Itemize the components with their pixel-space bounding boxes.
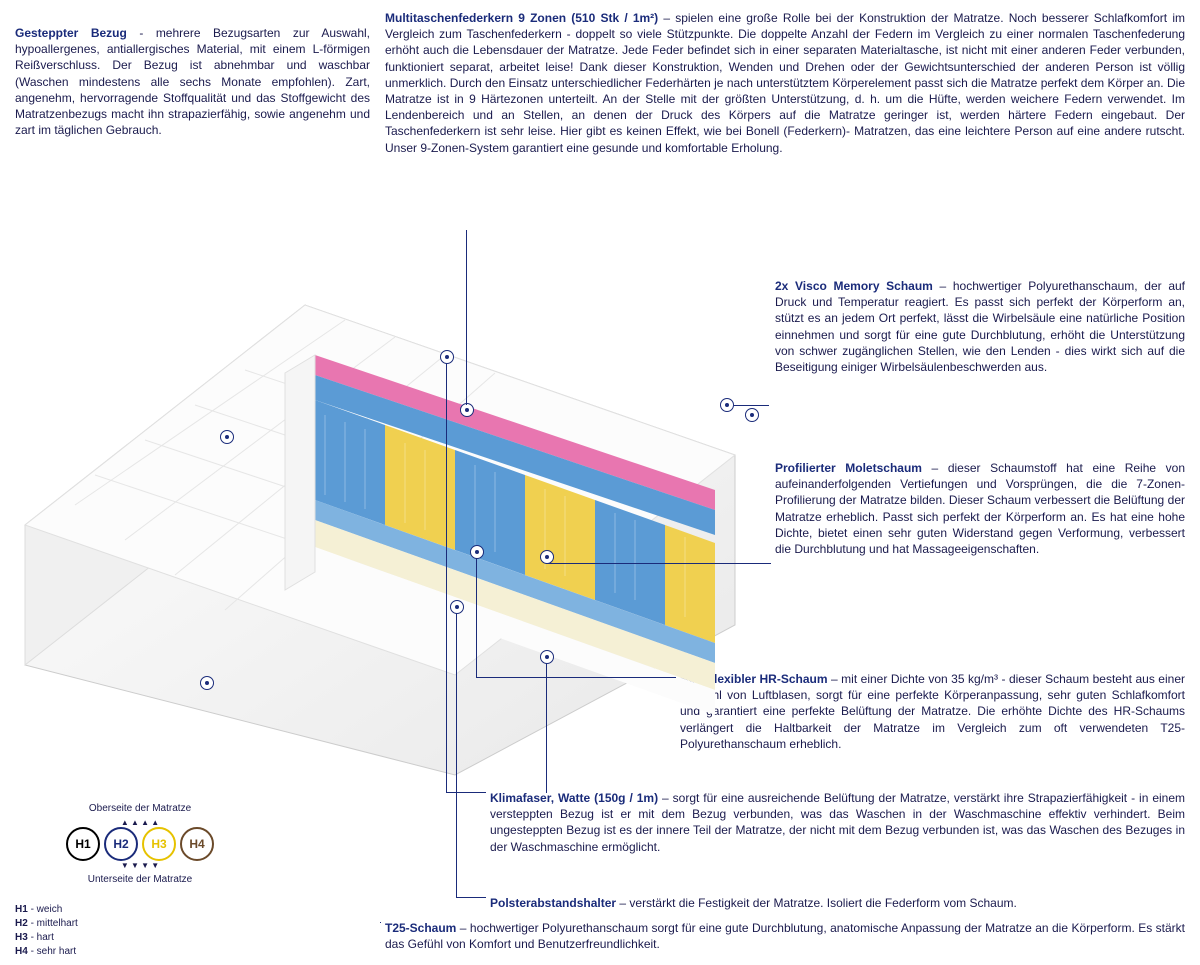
section-bezug: Gesteppter Bezug - mehrere Bezugsarten z… <box>15 25 370 138</box>
leader-federkern <box>466 230 467 405</box>
visco-title: 2x Visco Memory Schaum <box>775 279 933 293</box>
leader-hr-v <box>476 558 477 678</box>
bezug-title: Gesteppter Bezug <box>15 26 127 40</box>
leader-molet-h <box>546 563 771 564</box>
marker-klima <box>440 350 454 364</box>
legend-row: H4 - sehr hart <box>15 945 265 959</box>
section-klima: Klimafaser, Watte (150g / 1m) – sorgt fü… <box>490 790 1185 855</box>
t25-title: T25-Schaum <box>385 921 456 935</box>
legend-row: H3 - hart <box>15 931 265 945</box>
marker-t25 <box>540 650 554 664</box>
section-federkern: Multitaschenfederkern 9 Zonen (510 Stk /… <box>385 10 1185 156</box>
federkern-title: Multitaschenfederkern 9 Zonen (510 Stk /… <box>385 11 658 25</box>
hardness-circle-h2: H2 <box>104 827 138 861</box>
leader-polster-v <box>456 613 457 898</box>
marker-visco-1 <box>720 398 734 412</box>
leader-klima-h <box>446 792 486 793</box>
section-polster: Polsterabstandshalter – verstärkt die Fe… <box>490 895 1185 911</box>
leader-klima-v <box>446 363 447 793</box>
legend-list: H1 - weichH2 - mittelhartH3 - hartH4 - s… <box>15 903 265 959</box>
marker-side <box>200 676 214 690</box>
hardness-legend: Oberseite der Matratze ▲ ▲ ▲ ▲ H1H2H3H4 … <box>15 803 265 959</box>
marker-bezug <box>220 430 234 444</box>
molet-title: Profilierter Moletschaum <box>775 461 922 475</box>
leader-t25-klima-v <box>546 663 547 793</box>
section-molet: Profilierter Moletschaum – dieser Schaum… <box>775 460 1185 557</box>
leader-visco-h <box>734 405 769 406</box>
klima-title: Klimafaser, Watte (150g / 1m) <box>490 791 658 805</box>
legend-row: H1 - weich <box>15 903 265 917</box>
section-hr: Hochflexibler HR-Schaum – mit einer Dich… <box>680 671 1185 752</box>
marker-federkern <box>460 403 474 417</box>
legend-bottom-label: Unterseite der Matratze <box>15 874 265 885</box>
section-t25: T25-Schaum – hochwertiger Polyurethansch… <box>385 920 1185 952</box>
marker-visco-2 <box>745 408 759 422</box>
legend-row: H2 - mittelhart <box>15 917 265 931</box>
leader-hr-h <box>476 677 676 678</box>
marker-molet <box>540 550 554 564</box>
hardness-circle-h1: H1 <box>66 827 100 861</box>
marker-hr <box>470 545 484 559</box>
marker-polster <box>450 600 464 614</box>
mattress-cutaway-image <box>15 245 755 785</box>
leader-polster-h <box>456 897 486 898</box>
hardness-circle-h4: H4 <box>180 827 214 861</box>
leader-spacer <box>380 922 381 923</box>
hardness-circle-h3: H3 <box>142 827 176 861</box>
section-visco: 2x Visco Memory Schaum – hochwertiger Po… <box>775 278 1185 375</box>
legend-top-label: Oberseite der Matratze <box>15 803 265 814</box>
polster-title: Polsterabstandshalter <box>490 896 616 910</box>
